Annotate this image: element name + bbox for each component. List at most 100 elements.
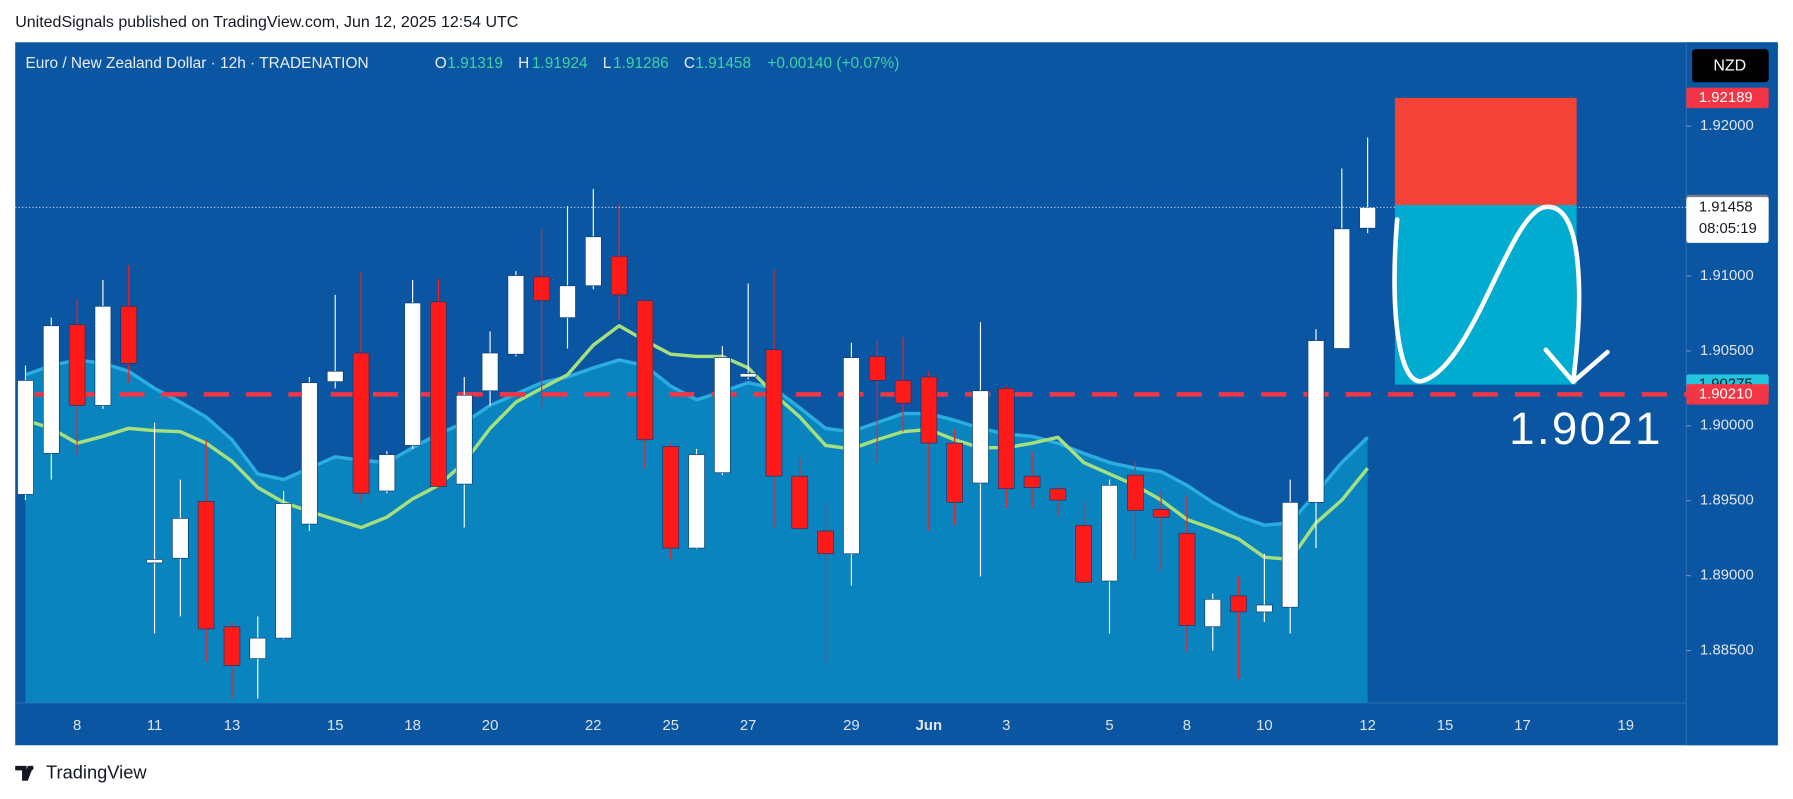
candle-body bbox=[533, 276, 551, 301]
stop-zone bbox=[1394, 97, 1577, 205]
candle-body bbox=[172, 518, 189, 559]
candle-body bbox=[352, 352, 370, 494]
legend-label: C bbox=[684, 55, 695, 72]
candle-body bbox=[920, 376, 938, 444]
legend-label: H bbox=[518, 55, 529, 72]
x-tick-label: 3 bbox=[1002, 718, 1010, 734]
x-tick-label: 10 bbox=[1256, 718, 1273, 734]
y-tick-label: 1.90000 bbox=[1700, 418, 1754, 434]
logo-dot bbox=[28, 765, 34, 771]
line bbox=[24, 358, 1369, 527]
candle-body bbox=[507, 275, 525, 355]
candle-body bbox=[249, 637, 267, 659]
y-tick-label: 1.90500 bbox=[1700, 343, 1754, 359]
header-text: UnitedSignals published on TradingView.c… bbox=[15, 14, 518, 31]
candle-body bbox=[146, 559, 163, 564]
x-tick-label: 27 bbox=[740, 718, 757, 734]
price-badge bbox=[1686, 384, 1769, 405]
x-tick-label: Jun bbox=[916, 718, 942, 734]
x-tick-label: 25 bbox=[662, 718, 679, 734]
candle-body bbox=[765, 349, 783, 477]
candle-body bbox=[559, 285, 576, 318]
candle-body bbox=[636, 300, 654, 441]
candle-body bbox=[301, 382, 318, 525]
candle-body bbox=[197, 500, 215, 630]
legend-value: 1.91924 bbox=[532, 55, 588, 72]
drawn-arrow bbox=[1392, 204, 1610, 385]
legend-value: 1.91286 bbox=[613, 55, 669, 72]
candle-body bbox=[223, 626, 241, 666]
candle-body bbox=[275, 503, 292, 639]
legend-label: O bbox=[435, 55, 447, 72]
candle-body bbox=[662, 446, 680, 549]
candle-body bbox=[946, 442, 964, 503]
candle-body bbox=[326, 370, 344, 382]
price-badge-label: 1.92189 bbox=[1699, 90, 1753, 106]
candle-body bbox=[791, 475, 809, 529]
x-tick-label: 17 bbox=[1514, 718, 1531, 734]
price-badge-label: 1.90210 bbox=[1699, 386, 1753, 402]
x-tick-label: 8 bbox=[73, 718, 81, 734]
candle-body bbox=[94, 305, 112, 406]
candle-body bbox=[481, 352, 499, 392]
candle-body bbox=[1152, 508, 1170, 518]
x-tick-label: 11 bbox=[147, 718, 162, 734]
y-tick-label: 1.92000 bbox=[1700, 118, 1754, 134]
legend-value: 1.91319 bbox=[447, 55, 503, 72]
price-badge-label: 1.91458 bbox=[1699, 199, 1753, 215]
candle-body bbox=[68, 324, 86, 406]
x-tick-label: 29 bbox=[843, 718, 860, 734]
candle-body bbox=[404, 302, 421, 446]
y-tick-label: 1.88500 bbox=[1700, 642, 1754, 658]
legend-label: L bbox=[603, 55, 612, 72]
candle-body bbox=[972, 390, 989, 484]
y-tick-label: 1.91000 bbox=[1700, 268, 1754, 284]
candle-body bbox=[1049, 488, 1067, 501]
candle-body bbox=[610, 255, 628, 296]
candle-body bbox=[1023, 475, 1041, 488]
candle-body bbox=[1101, 484, 1118, 582]
candle-body bbox=[1230, 595, 1247, 613]
overlay: 1.9021 bbox=[1392, 97, 1663, 454]
line bbox=[24, 324, 1369, 562]
plot-area bbox=[15, 137, 1687, 703]
candle-body bbox=[817, 530, 834, 555]
x-tick-label: 5 bbox=[1105, 718, 1113, 734]
y-tick-label: 1.89000 bbox=[1700, 568, 1754, 584]
x-tick-label: 18 bbox=[404, 718, 421, 734]
candle-body bbox=[997, 388, 1015, 490]
candle-body bbox=[378, 454, 396, 492]
price-badge bbox=[1686, 197, 1769, 243]
legend-change: +0.00140 (+0.07%) bbox=[767, 55, 899, 72]
legend-value: 1.91458 bbox=[695, 55, 751, 72]
candle-body bbox=[1333, 228, 1351, 349]
x-tick-label: 19 bbox=[1617, 718, 1634, 734]
currency-label: NZD bbox=[1713, 58, 1746, 75]
x-tick-label: 20 bbox=[482, 718, 499, 734]
footer-brand: TradingView bbox=[46, 762, 147, 783]
candle-body bbox=[1256, 604, 1273, 613]
candle-body bbox=[1126, 474, 1144, 511]
candle-body bbox=[1178, 532, 1196, 626]
candle-body bbox=[714, 357, 731, 474]
candle-body bbox=[17, 380, 34, 495]
candle-body bbox=[455, 394, 473, 485]
annotation: 1.9021 bbox=[1509, 403, 1663, 454]
x-tick-label: 8 bbox=[1183, 718, 1191, 734]
candle-body bbox=[894, 380, 912, 404]
candle-body bbox=[1359, 207, 1376, 229]
x-tick-label: 22 bbox=[585, 718, 602, 734]
candle-body bbox=[1281, 502, 1299, 608]
candle-body bbox=[120, 305, 138, 364]
candle-body bbox=[688, 454, 705, 549]
x-tick-label: 13 bbox=[224, 718, 241, 734]
countdown-label: 08:05:19 bbox=[1699, 221, 1757, 237]
x-tick-label: 15 bbox=[1437, 718, 1454, 734]
candle-body bbox=[1204, 598, 1222, 628]
x-tick-label: 15 bbox=[327, 718, 344, 734]
candle-body bbox=[843, 357, 860, 555]
currency-box[interactable] bbox=[1692, 49, 1769, 83]
x-tick-label: 12 bbox=[1359, 718, 1376, 734]
